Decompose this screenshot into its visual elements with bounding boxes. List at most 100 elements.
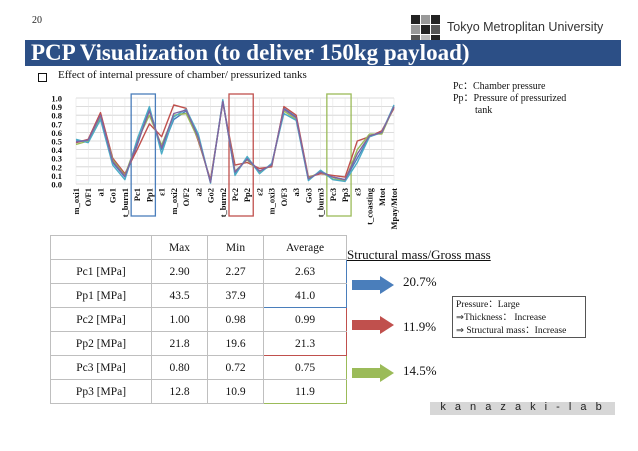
table-cell: 19.6 [207,331,264,356]
table-cell: 2.27 [207,259,264,284]
slide-title: PCP Visualization (to deliver 150kg payl… [25,40,621,66]
structural-value-3: 14.5% [403,363,437,378]
blue-arrow-icon [352,276,394,294]
x-tick-label: ε2 [254,188,264,196]
y-tick-label: 0.2 [51,162,62,172]
highlight-box [130,93,157,217]
pressure-table: Max Min Average Pc1 [MPa] 2.90 2.27 2.63 Pp1 [M… [50,235,347,404]
lab-bar [430,402,615,415]
university-logo [411,15,440,44]
table-cell: 0.75 [263,355,347,380]
x-tick-label: m_oxi2 [169,188,179,214]
slide-subtitle: Effect of internal pressure of chamber/ … [58,69,307,81]
table-header-cell: Min [207,235,264,260]
y-tick-label: 0.6 [51,128,62,138]
green-arrow-icon [352,364,394,382]
table-row: Pp2 [MPa] 21.8 19.6 21.3 [50,331,347,356]
table-cell: 21.8 [151,331,208,356]
table-cell: Pp3 [MPa] [50,379,152,404]
pc-note: Pc：Chamber pressure [453,81,546,92]
table-row: Pc2 [MPa] 1.00 0.98 0.99 [50,307,347,332]
table-cell: Pc2 [MPa] [50,307,152,332]
x-tick-label: Mtot [377,188,387,206]
x-tick-label: a3 [291,188,301,197]
x-tick-label: Go1 [108,188,118,203]
y-tick-label: 0.8 [51,111,62,121]
table-header-row: Max Min Average [50,235,347,260]
table-cell: 0.72 [207,355,264,380]
structural-value-2: 11.9% [403,319,437,334]
pp-note-cont: tank [475,105,493,116]
x-tick-label: O/F2 [181,188,191,206]
y-tick-label: 0.5 [51,137,62,147]
y-tick-label: 0.7 [51,119,62,129]
x-tick-label: Pc1 [132,188,142,201]
note-line-2: ⇒Thickness： Increase [456,313,546,323]
table-cell: 43.5 [151,283,208,308]
table-cell: 37.9 [207,283,264,308]
x-tick-label: Go2 [206,188,216,203]
x-tick-label: t_coasting [365,187,375,225]
x-tick-label: m_oxi1 [71,188,81,214]
table-cell: 41.0 [263,283,347,308]
table-header-cell: Max [151,235,208,260]
x-tick-label: O/F1 [83,188,93,206]
blue-arrow-shape [352,276,394,294]
note-line-1: Pressure：Large [456,300,520,310]
table-row: Pp3 [MPa] 12.8 10.9 11.9 [50,379,347,404]
table-cell: 2.63 [263,259,347,284]
y-tick-label: 0.4 [51,145,62,155]
table-cell: 11.9 [263,379,347,404]
pressure-notes: Pc：Chamber pressure Pp：Pressure of press… [453,81,566,117]
x-tick-label: Pc2 [230,188,240,201]
university-name: Tokyo Metroplitan University [447,20,604,34]
table-cell: Pp2 [MPa] [50,331,152,356]
red-arrow-shape [352,316,394,334]
x-tick-label: O/F3 [279,188,289,206]
x-tick-label: Pc3 [328,188,338,201]
green-arrow-shape [352,364,394,382]
table-header-cell [50,235,152,260]
pressure-effect-note: Pressure：Large ⇒Thickness： Increase ⇒ St… [452,296,586,338]
table-cell: 10.9 [207,379,264,404]
y-tick-label: 0.0 [51,180,62,190]
structural-value-1: 20.7% [403,274,437,289]
table-cell: Pp1 [MPa] [50,283,152,308]
table-row: Pc3 [MPa] 0.80 0.72 0.75 [50,355,347,380]
x-tick-label: ε1 [157,188,167,196]
table-row: Pp1 [MPa] 43.5 37.9 41.0 [50,283,347,308]
table-cell: 0.80 [151,355,208,380]
table-cell: Pc1 [MPa] [50,259,152,284]
note-line-3: ⇒ Structural mass：Increase [456,326,567,336]
table-cell: 12.8 [151,379,208,404]
highlight-box [326,93,352,217]
x-tick-label: Pp1 [144,188,154,202]
table-cell: 0.99 [263,307,347,332]
x-tick-label: t_burn3 [316,188,326,217]
x-tick-label: Mpay/Mtot [389,188,399,230]
x-tick-label: Pp3 [340,188,350,202]
y-tick-label: 0.9 [51,102,62,112]
table-cell: 21.3 [263,331,347,356]
table-row: Pc1 [MPa] 2.90 2.27 2.63 [50,259,347,284]
page-number: 20 [32,15,42,26]
table-cell: Pc3 [MPa] [50,355,152,380]
table-header-cell: Average [263,235,347,260]
x-tick-label: Pp2 [242,188,252,202]
y-tick-label: 0.3 [51,154,62,164]
square-bullet-icon [38,73,47,82]
table-cell: 0.98 [207,307,264,332]
table-cell: 1.00 [151,307,208,332]
x-tick-label: m_oxi3 [267,188,277,214]
x-tick-label: ε3 [352,188,362,196]
pcp-chart: 0.00.10.20.30.40.50.60.70.80.91.0m_oxi1 O… [51,93,399,230]
highlight-box [228,93,254,217]
structural-mass-heading: Structural mass/Gross mass [347,247,491,262]
x-tick-label: a1 [95,188,105,197]
x-tick-label: t_burn1 [120,188,130,217]
y-tick-label: 0.1 [51,171,62,181]
table-cell: 2.90 [151,259,208,284]
x-tick-label: t_burn2 [218,188,228,217]
pp-note: Pp：Pressure of pressurized [453,93,567,104]
series-line [75,100,395,184]
